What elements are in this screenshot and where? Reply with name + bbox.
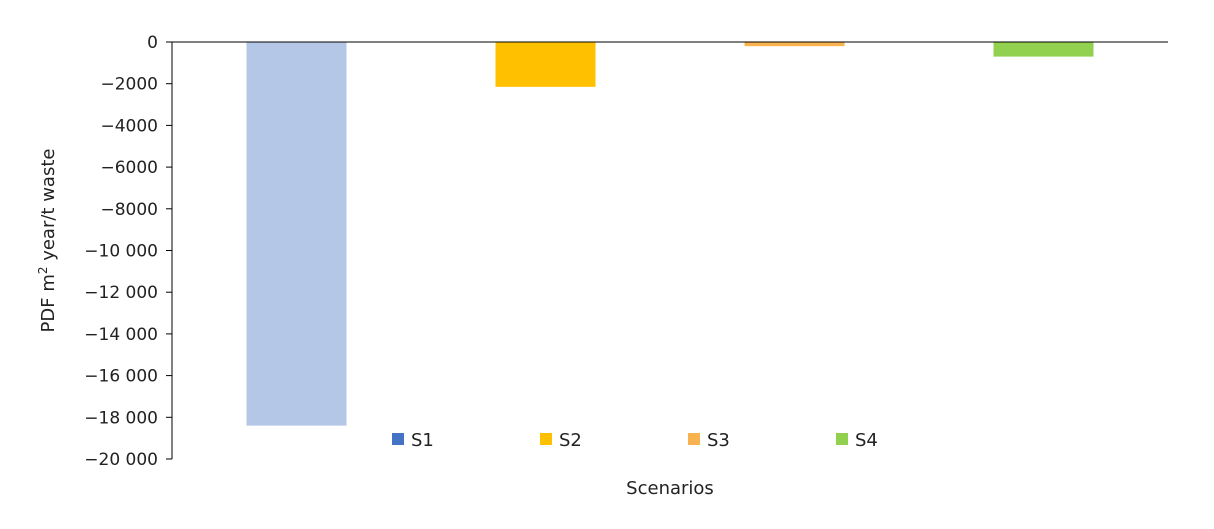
y-axis-title-main: PDF m (38, 274, 59, 332)
y-tick-label: −20 000 (84, 450, 158, 470)
bar-s3 (744, 42, 845, 47)
bar-s2 (495, 42, 596, 87)
legend-label-s4: S4 (855, 430, 878, 451)
bars-group (246, 42, 1094, 426)
y-axis-title: PDF m2 year/t waste (36, 149, 59, 333)
bar-s1 (246, 42, 347, 426)
y-tick-label: −16 000 (84, 367, 158, 387)
legend-swatch-s1 (392, 433, 404, 445)
legend-label-s1: S1 (411, 430, 434, 451)
legend-swatch-s4 (836, 433, 848, 445)
y-tick-label: −6000 (100, 158, 158, 178)
y-tick-label: −12 000 (84, 283, 158, 303)
y-axis: 0 −2000 −4000 −6000 −8000 −10 000 −12 000 −14 0… (84, 33, 173, 470)
y-tick-label: −14 000 (84, 325, 158, 345)
y-tick-label: −10 000 (84, 242, 158, 262)
legend-label-s3: S3 (707, 430, 730, 451)
y-tick-label: −8000 (100, 200, 158, 220)
legend-swatch-s2 (540, 433, 552, 445)
y-tick-label: −4000 (100, 116, 158, 136)
y-axis-title-rest: year/t waste (38, 149, 59, 267)
y-tick-label: −2000 (100, 75, 158, 95)
y-tick-label: 0 (147, 33, 158, 53)
legend: S1 S2 S3 S4 (392, 430, 878, 451)
bar-s4 (993, 42, 1094, 57)
legend-swatch-s3 (688, 433, 700, 445)
x-axis-title: Scenarios (626, 478, 714, 499)
legend-label-s2: S2 (559, 430, 582, 451)
y-tick-label: −18 000 (84, 408, 158, 428)
y-axis-title-superscript: 2 (36, 267, 50, 275)
